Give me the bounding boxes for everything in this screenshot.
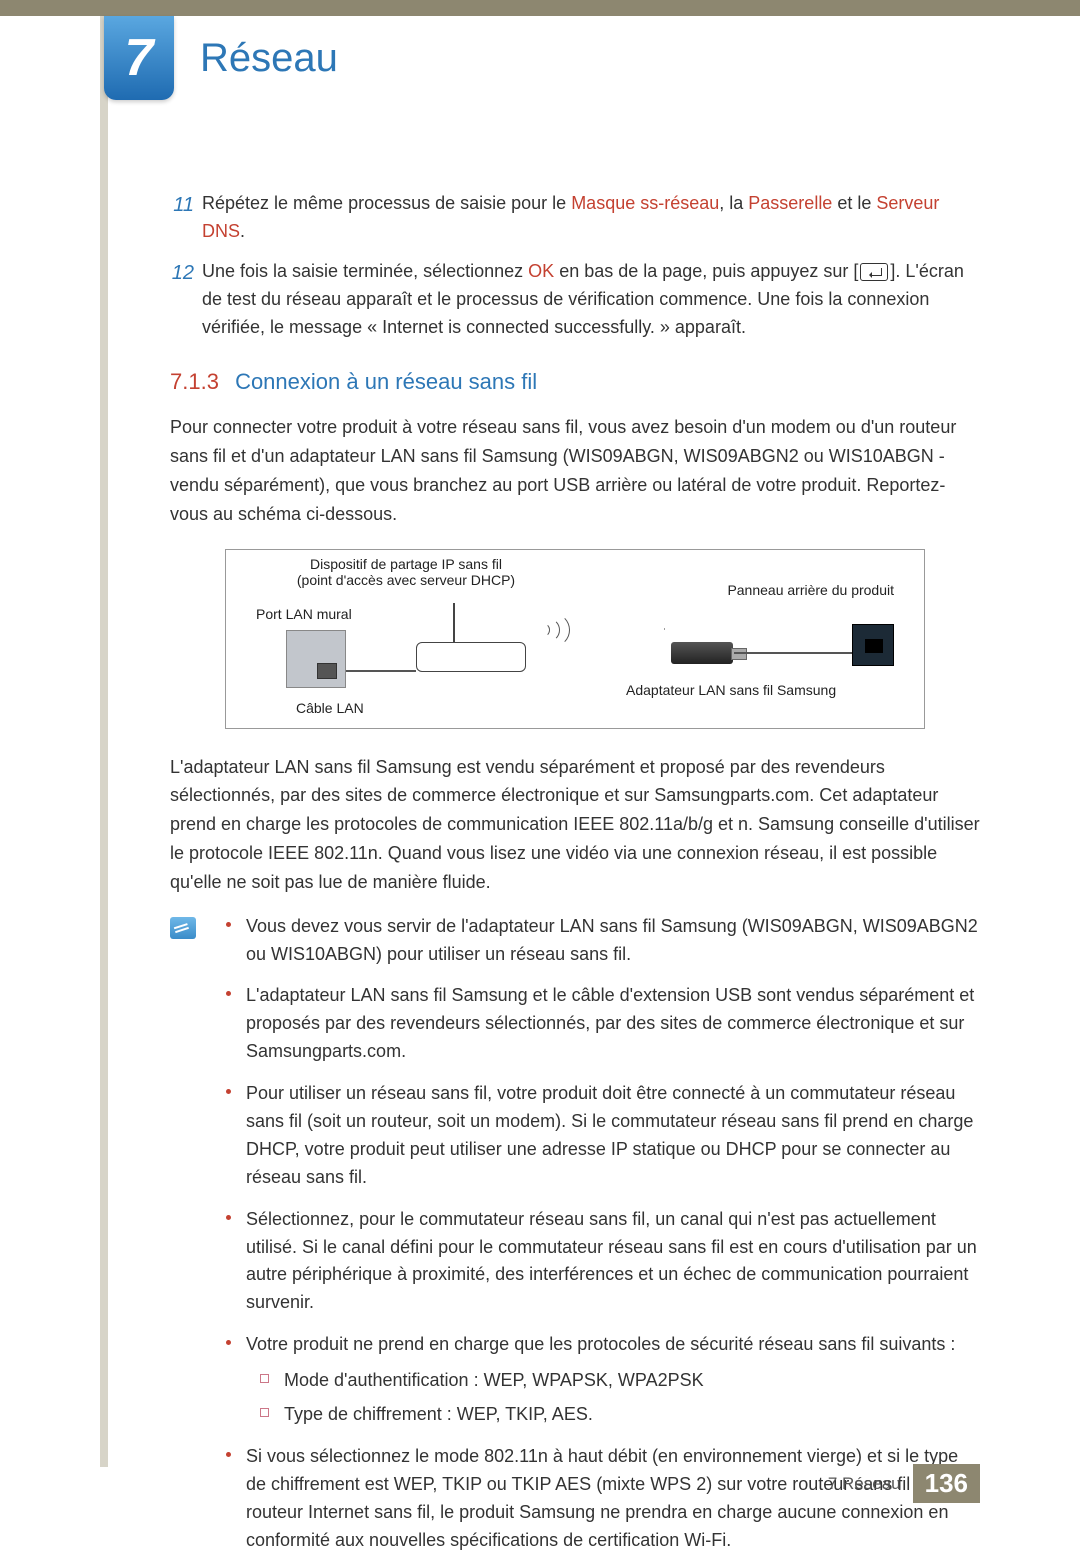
page-footer: 7 Réseau 136: [828, 1464, 980, 1503]
note-item: Sélectionnez, pour le commutateur réseau…: [220, 1206, 980, 1318]
content-area: 11Répétez le même processus de saisie po…: [170, 190, 980, 1568]
section-title: Connexion à un réseau sans fil: [235, 369, 537, 394]
page: 7 Réseau 11Répétez le même processus de …: [0, 0, 1080, 1527]
diagram-label-lan-cable: Câble LAN: [296, 700, 364, 716]
step-number: 11: [170, 190, 202, 246]
diagram-label-ip-device: Dispositif de partage IP sans fil (point…: [276, 556, 536, 588]
sub-note-item: Type de chiffrement : WEP, TKIP, AES.: [246, 1401, 980, 1429]
highlight-text: OK: [528, 261, 554, 281]
text-run: .: [240, 221, 245, 241]
usb-cable-line: [734, 652, 852, 654]
lan-cable-line: [346, 670, 416, 672]
enter-key-icon: [860, 263, 888, 281]
intro-paragraph: Pour connecter votre produit à votre rés…: [170, 413, 980, 528]
side-bar: [100, 16, 108, 1467]
text-run: Une fois la saisie terminée, sélectionne…: [202, 261, 528, 281]
network-diagram: Dispositif de partage IP sans fil (point…: [225, 549, 925, 729]
step-item: 12Une fois la saisie terminée, sélection…: [170, 258, 980, 342]
diagram-label-wall-port: Port LAN mural: [256, 606, 352, 622]
note-icon: [170, 917, 196, 939]
router-icon: [416, 642, 526, 672]
note-item: Pour utiliser un réseau sans fil, votre …: [220, 1080, 980, 1192]
steps-list: 11Répétez le même processus de saisie po…: [170, 190, 980, 341]
text-run: Répétez le même processus de saisie pour…: [202, 193, 571, 213]
diagram-label-back-panel: Panneau arrière du produit: [727, 582, 894, 598]
text-run: en bas de la page, puis appuyez sur [: [554, 261, 858, 281]
text-run: et le: [832, 193, 876, 213]
step-number: 12: [170, 258, 202, 342]
wifi-signal-icon: [626, 628, 666, 668]
footer-label: 7 Réseau: [828, 1474, 901, 1494]
wifi-adapter-icon: [671, 642, 733, 664]
chapter-title: Réseau: [200, 36, 338, 81]
page-number: 136: [913, 1464, 980, 1503]
chapter-badge: 7: [104, 16, 174, 100]
text-run: , la: [719, 193, 748, 213]
product-back-panel-icon: [852, 624, 894, 666]
step-item: 11Répétez le même processus de saisie po…: [170, 190, 980, 246]
after-diagram-paragraph: L'adaptateur LAN sans fil Samsung est ve…: [170, 753, 980, 897]
highlight-text: Masque ss-réseau: [571, 193, 719, 213]
step-text: Une fois la saisie terminée, sélectionne…: [202, 258, 980, 342]
note-item: Vous devez vous servir de l'adaptateur L…: [220, 913, 980, 969]
section-heading: 7.1.3 Connexion à un réseau sans fil: [170, 369, 980, 395]
top-bar: [0, 0, 1080, 16]
wall-port-icon: [286, 630, 346, 688]
wifi-signal-icon: [536, 610, 576, 650]
highlight-text: Passerelle: [748, 193, 832, 213]
diagram-label-adapter: Adaptateur LAN sans fil Samsung: [626, 682, 836, 698]
section-number: 7.1.3: [170, 369, 219, 394]
sub-note-item: Mode d'authentification : WEP, WPAPSK, W…: [246, 1367, 980, 1395]
note-item: Votre produit ne prend en charge que les…: [220, 1331, 980, 1429]
note-item: L'adaptateur LAN sans fil Samsung et le …: [220, 982, 980, 1066]
step-text: Répétez le même processus de saisie pour…: [202, 190, 980, 246]
